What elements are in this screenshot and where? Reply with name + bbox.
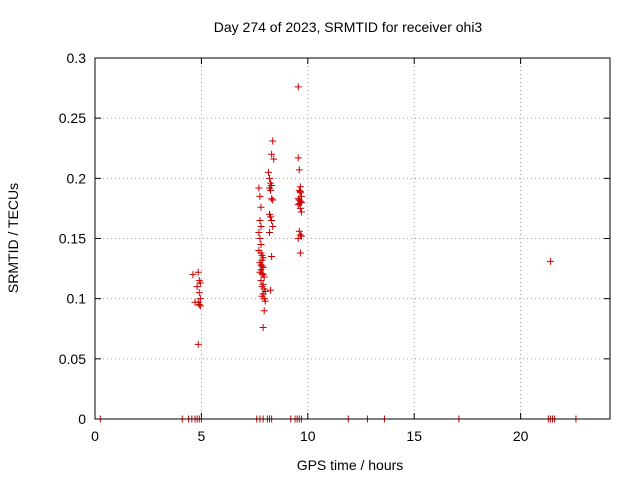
y-tick-label: 0.2 bbox=[67, 170, 87, 186]
data-point-marker bbox=[196, 279, 204, 287]
data-point-marker bbox=[194, 268, 202, 276]
data-point-marker bbox=[194, 340, 202, 348]
axis-ticks: 0 0.05 0.1 0.15 0.2 0.25 0.3 0 5 10 15 20 bbox=[59, 50, 610, 444]
data-point-marker bbox=[296, 231, 304, 239]
data-point-marker bbox=[546, 257, 554, 265]
data-point-marker bbox=[269, 196, 277, 204]
gridlines bbox=[95, 58, 610, 419]
data-point-marker bbox=[295, 200, 303, 208]
data-point-marker bbox=[268, 195, 276, 203]
y-tick-label: 0 bbox=[78, 411, 86, 427]
y-tick-label: 0.05 bbox=[59, 351, 86, 367]
data-point-marker bbox=[256, 192, 264, 200]
x-tick-label: 0 bbox=[91, 428, 99, 444]
data-point-marker bbox=[294, 83, 302, 91]
data-point-marker bbox=[270, 155, 278, 163]
data-point-marker bbox=[296, 204, 304, 212]
data-point-marker bbox=[296, 188, 304, 196]
x-tick-label: 5 bbox=[198, 428, 206, 444]
x-tick-label: 20 bbox=[513, 428, 529, 444]
data-point-marker bbox=[269, 137, 277, 145]
data-point-marker bbox=[295, 227, 303, 235]
plot-frame bbox=[94, 57, 611, 420]
data-point-marker bbox=[268, 150, 276, 158]
data-point-marker bbox=[258, 262, 266, 270]
chart-title: Day 274 of 2023, SRMTID for receiver ohi… bbox=[214, 19, 483, 35]
data-point-marker bbox=[261, 297, 269, 305]
y-tick-label: 0.3 bbox=[67, 50, 87, 66]
data-point-marker bbox=[266, 228, 274, 236]
y-axis-label: SRMTID / TECUs bbox=[5, 183, 21, 293]
data-point-marker bbox=[193, 283, 201, 291]
data-point-marker bbox=[258, 269, 266, 277]
data-point-marker bbox=[267, 186, 275, 194]
data-point-marker bbox=[268, 216, 276, 224]
x-axis-label: GPS time / hours bbox=[297, 457, 404, 473]
data-point-marker bbox=[260, 307, 268, 315]
y-tick-label: 0.25 bbox=[59, 110, 86, 126]
data-point-marker bbox=[255, 228, 263, 236]
data-point-marker bbox=[269, 222, 277, 230]
data-point-marker bbox=[268, 253, 276, 261]
data-point-marker bbox=[267, 286, 275, 294]
y-tick-label: 0.1 bbox=[67, 291, 87, 307]
data-point-marker bbox=[297, 192, 305, 200]
data-point-marker bbox=[296, 249, 304, 257]
data-point-marker bbox=[189, 271, 197, 279]
data-point-marker bbox=[256, 235, 264, 242]
data-point-marker bbox=[257, 241, 265, 249]
data-point-marker bbox=[259, 324, 267, 332]
data-point-marker bbox=[255, 184, 263, 192]
data-point-marker bbox=[294, 154, 302, 162]
data-point-marker bbox=[267, 213, 275, 221]
data-point-marker bbox=[260, 273, 268, 281]
data-point-marker bbox=[196, 295, 204, 303]
x-tick-label: 10 bbox=[300, 428, 316, 444]
data-point-marker bbox=[256, 216, 264, 224]
data-point-marker bbox=[297, 208, 305, 216]
data-point-marker bbox=[257, 277, 265, 285]
data-point-marker bbox=[294, 235, 302, 242]
data-point-marker bbox=[196, 302, 204, 310]
data-point-marker bbox=[266, 174, 274, 182]
data-point-marker bbox=[195, 289, 203, 297]
data-point-marker bbox=[295, 166, 303, 174]
x-tick-label: 15 bbox=[406, 428, 422, 444]
data-point-marker bbox=[264, 168, 272, 176]
data-point-marker bbox=[294, 201, 302, 209]
data-points bbox=[96, 83, 580, 423]
data-point-marker bbox=[257, 222, 265, 230]
data-point-marker bbox=[257, 203, 265, 211]
data-point-marker bbox=[195, 301, 203, 309]
y-tick-label: 0.15 bbox=[59, 231, 86, 247]
